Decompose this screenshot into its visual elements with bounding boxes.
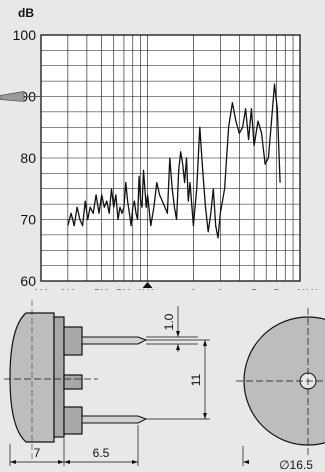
- dim-diameter: ∅16.5: [279, 458, 313, 472]
- y-tick-label: 70: [20, 212, 36, 228]
- x-tick-label: 500: [94, 288, 109, 290]
- x-axis-ticks: 200 300 500 700 1kHz 2 3 5 7 10kHz: [33, 288, 322, 290]
- side-rim: [53, 316, 65, 438]
- grid-lines: [41, 35, 300, 281]
- pointer-arrow-shape: [0, 91, 25, 102]
- x-tick-label: 5: [252, 288, 257, 290]
- pin-bottom: [81, 415, 148, 424]
- front-view: [236, 308, 325, 458]
- dim-pin-diameter: 1.0: [162, 313, 176, 330]
- x-tick-label: 7: [274, 288, 279, 290]
- x-tick-label: 700: [116, 288, 131, 290]
- dimension-arrowheads: [10, 331, 249, 464]
- dim-pin-spacing: 11: [189, 373, 203, 386]
- x-tick-label: 10kHz: [296, 288, 323, 290]
- side-view: [4, 300, 148, 460]
- pin-bottom-base: [63, 406, 83, 435]
- marker-triangle: [142, 282, 153, 288]
- pin-top-base: [63, 326, 83, 356]
- x-tick-label: 2: [191, 288, 196, 290]
- y-tick-label: 60: [20, 273, 36, 289]
- dimension-lines: [9, 306, 244, 466]
- x-tick-label: 200: [33, 288, 48, 290]
- y-tick-label: 100: [13, 27, 37, 43]
- x-tick-label: 1kHz: [137, 288, 159, 290]
- y-axis-label: dB: [18, 6, 34, 20]
- x-tick-label: 3: [218, 288, 223, 290]
- mechanical-drawing: 1.0 11 7 6.5 ∅16.5: [4, 300, 325, 472]
- y-tick-label: 80: [20, 150, 36, 166]
- dim-body-width: 7: [34, 446, 41, 460]
- response-curve: [67, 83, 281, 239]
- pin-top: [81, 336, 148, 345]
- x-tick-label: 300: [60, 288, 75, 290]
- dim-pin-length: 6.5: [93, 446, 110, 460]
- pin-mid-stub: [63, 374, 83, 390]
- pointer-arrow: [0, 91, 40, 102]
